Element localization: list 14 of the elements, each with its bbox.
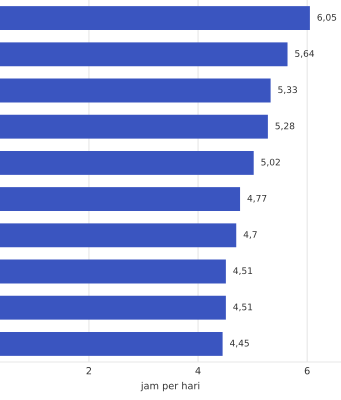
data-label: 4,45 [230, 340, 249, 348]
data-label: 4,77 [247, 195, 266, 203]
data-label: 5,28 [276, 122, 294, 130]
data-label: 5,64 [295, 50, 314, 58]
data-label: 5,02 [261, 158, 280, 166]
x-tick-label: 4 [195, 367, 201, 374]
x-tick-label: 6 [304, 367, 310, 374]
data-label: 5,33 [278, 86, 297, 94]
data-label: 4,51 [233, 267, 252, 276]
data-label: 6,05 [317, 14, 336, 22]
data-label: 4,51 [233, 304, 252, 312]
x-tick-label: 2 [86, 367, 92, 374]
x-axis-title: jam per hari [140, 382, 200, 392]
data-label: 4,7 [244, 231, 257, 239]
